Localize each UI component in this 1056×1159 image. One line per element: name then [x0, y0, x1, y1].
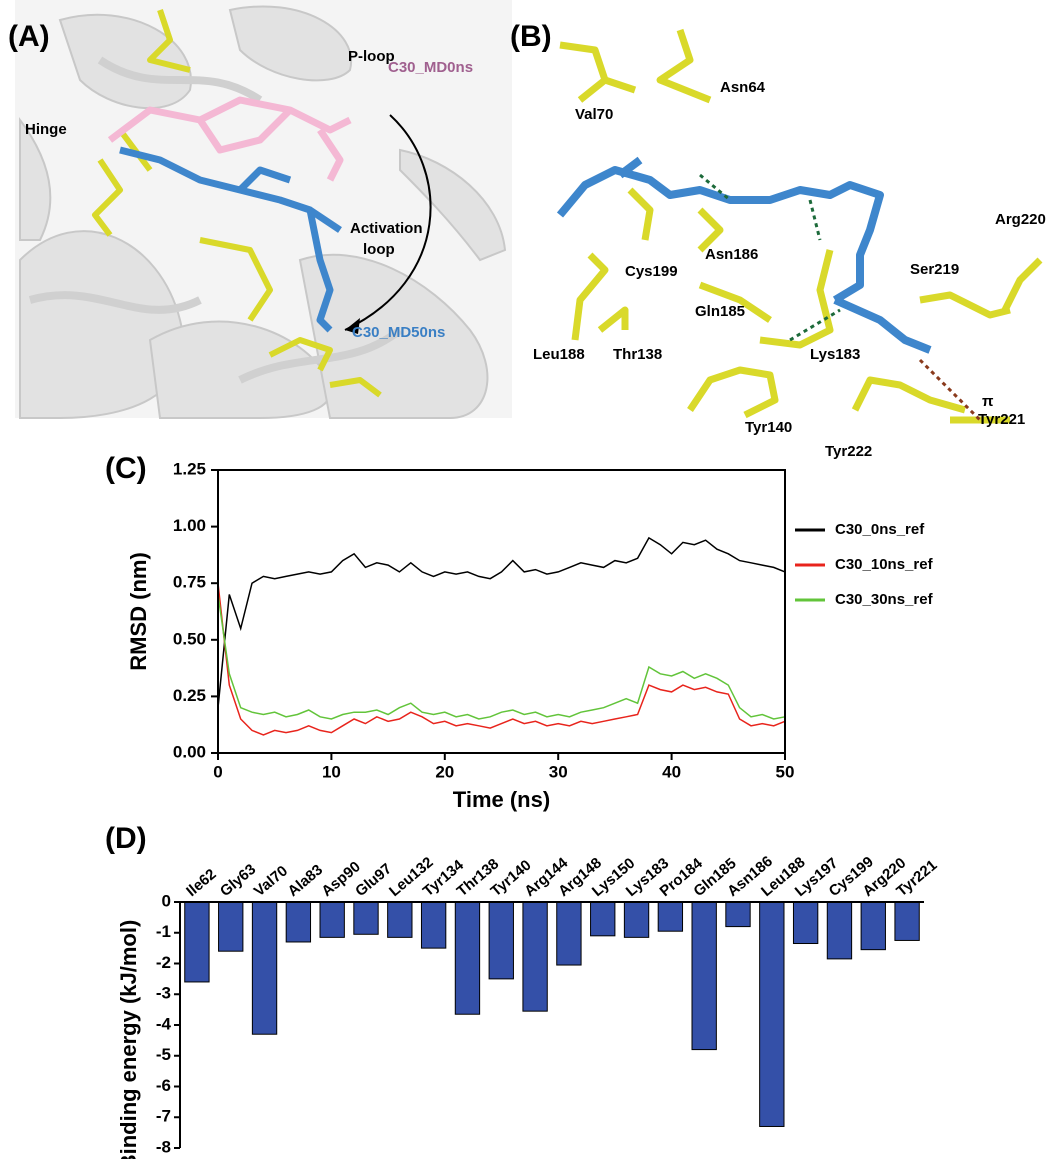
- x-tick-label: 40: [662, 762, 681, 781]
- bar: [827, 902, 851, 959]
- residue-label: Thr138: [613, 346, 662, 363]
- residue-label: Gln185: [695, 303, 745, 320]
- legend-label: C30_10ns_ref: [835, 556, 934, 573]
- y-tick-label: -2: [156, 953, 171, 972]
- structure-label: loop: [363, 241, 395, 258]
- bar: [523, 902, 547, 1011]
- bar: [219, 902, 243, 951]
- panel-label: (D): [105, 822, 147, 855]
- x-tick-label: Gly63: [217, 861, 259, 900]
- pi-label: π: [982, 393, 994, 410]
- panel-label: (C): [105, 452, 147, 485]
- bar: [421, 902, 445, 948]
- y-tick-label: -8: [156, 1137, 171, 1156]
- y-tick-label: -7: [156, 1107, 171, 1126]
- y-tick-label: 0: [162, 891, 171, 910]
- y-tick-label: -4: [156, 1014, 172, 1033]
- bar: [489, 902, 513, 979]
- bar: [320, 902, 344, 937]
- bar: [455, 902, 479, 1014]
- structure-label: Activation: [350, 220, 423, 237]
- plot-frame: [218, 470, 785, 753]
- bar: [388, 902, 412, 937]
- y-tick-label: 0.00: [173, 742, 206, 761]
- panel-label: (A): [8, 20, 50, 53]
- x-tick-label: 10: [322, 762, 341, 781]
- bar: [726, 902, 750, 927]
- panel-label: (B): [510, 20, 552, 53]
- residue-label: Lys183: [810, 346, 860, 363]
- residue-label: Tyr140: [745, 419, 792, 436]
- x-axis-title: Time (ns): [453, 787, 550, 812]
- bar: [793, 902, 817, 944]
- residue-label: Val70: [575, 106, 613, 123]
- x-tick-label: 50: [776, 762, 795, 781]
- x-tick-label: 20: [435, 762, 454, 781]
- bar: [760, 902, 784, 1126]
- ligand-label: C30_MD50ns: [352, 324, 445, 341]
- bar: [591, 902, 615, 936]
- structure-label: Hinge: [25, 121, 67, 138]
- residue-label: Tyr222: [825, 443, 872, 460]
- bar: [861, 902, 885, 950]
- y-tick-label: 0.25: [173, 686, 206, 705]
- y-tick-label: -3: [156, 984, 171, 1003]
- y-tick-label: 1.25: [173, 459, 206, 478]
- bar: [895, 902, 919, 940]
- y-axis-title: Binding energy (kJ/mol): [116, 920, 141, 1159]
- y-tick-label: 0.75: [173, 573, 206, 592]
- y-tick-label: -1: [156, 922, 171, 941]
- residue-label: Arg220: [995, 211, 1046, 228]
- x-tick-label: Ala83: [285, 861, 327, 900]
- residue-label: Cys199: [625, 263, 678, 280]
- line-series: [218, 595, 785, 720]
- y-tick-label: 0.50: [173, 629, 206, 648]
- residue-label: Asn186: [705, 246, 758, 263]
- bar: [286, 902, 310, 942]
- bar: [557, 902, 581, 965]
- page: (A)HingeP-loopC30_MD0nsActivationloopC30…: [0, 0, 1056, 1159]
- bar: [692, 902, 716, 1050]
- bar: [252, 902, 276, 1034]
- bar: [185, 902, 209, 982]
- bar: [624, 902, 648, 937]
- bar: [354, 902, 378, 934]
- y-tick-label: -5: [156, 1045, 171, 1064]
- figure: (A)HingeP-loopC30_MD0nsActivationloopC30…: [0, 0, 1056, 1159]
- bar: [658, 902, 682, 931]
- x-tick-label: 30: [549, 762, 568, 781]
- y-tick-label: 1.00: [173, 516, 206, 535]
- residue-label: Asn64: [720, 79, 766, 96]
- residue-label: Ser219: [910, 261, 959, 278]
- x-tick-label: Ile62: [183, 866, 219, 900]
- line-series: [218, 538, 785, 708]
- x-tick-label: Val70: [251, 862, 291, 900]
- y-axis-title: RMSD (nm): [126, 552, 151, 671]
- legend-label: C30_0ns_ref: [835, 521, 925, 538]
- legend-label: C30_30ns_ref: [835, 591, 934, 608]
- x-tick-label: 0: [213, 762, 222, 781]
- y-tick-label: -6: [156, 1076, 171, 1095]
- ligand-label: C30_MD0ns: [388, 59, 473, 76]
- residue-label: Tyr221: [978, 411, 1025, 428]
- residue-label: Leu188: [533, 346, 585, 363]
